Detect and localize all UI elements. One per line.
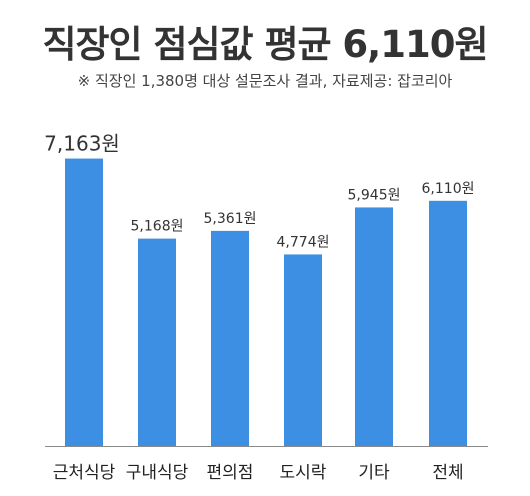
bar-6: [429, 200, 467, 446]
category-label-1: 근처식당: [53, 463, 116, 483]
category-label-5: 기타: [358, 463, 390, 483]
bar-5: [355, 207, 393, 446]
value-label-5: 5,945원: [348, 187, 401, 203]
value-label-1: 7,163원: [44, 132, 120, 156]
category-label-4: 도시락: [280, 463, 327, 483]
value-label-3: 5,361원: [204, 211, 257, 227]
chart-subtitle: ※ 직장인 1,380명 대상 설문조사 결과, 자료제공: 잡코리아: [77, 72, 453, 90]
bar-2: [138, 238, 176, 446]
bar-4: [284, 254, 322, 446]
bar-3: [211, 230, 249, 446]
category-label-2: 구내식당: [126, 463, 189, 483]
category-label-6: 전체: [432, 463, 463, 483]
value-label-4: 4,774원: [277, 234, 330, 250]
bar-1: [65, 158, 103, 447]
chart-title: 직장인 점심값 평균 6,110원: [42, 23, 488, 66]
value-label-2: 5,168원: [131, 219, 184, 235]
value-label-6: 6,110원: [422, 181, 475, 197]
category-label-3: 편의점: [207, 463, 254, 483]
